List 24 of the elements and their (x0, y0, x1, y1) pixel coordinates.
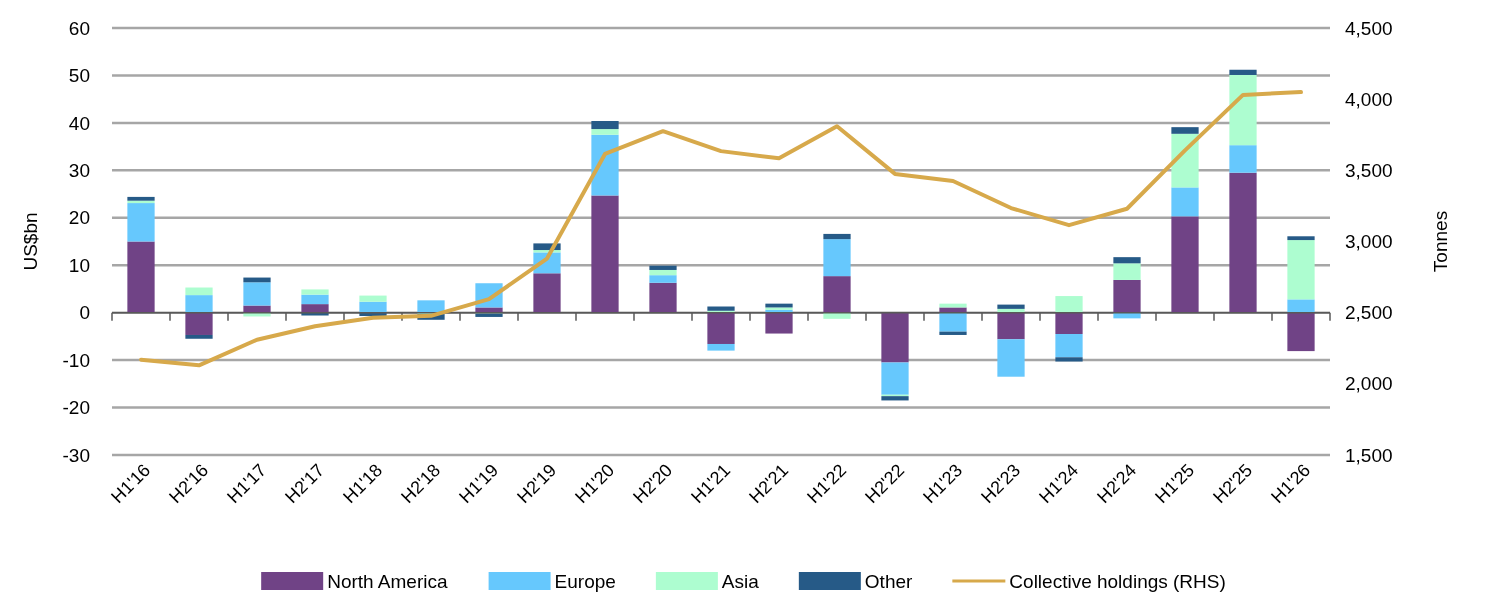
y-tick-label: 0 (79, 302, 90, 324)
y2-tick-label: 4,500 (1345, 17, 1393, 39)
y2-tick-label: 2,000 (1345, 373, 1393, 395)
y-tick-label: -20 (62, 397, 90, 419)
y2-tick-label: 4,000 (1345, 88, 1393, 110)
legend-label: Europe (554, 570, 616, 592)
y-tick-label: 20 (68, 207, 90, 229)
y-tick-label: 50 (68, 65, 90, 87)
y2-tick-label: 3,500 (1345, 159, 1393, 181)
y-axis-title: US$bn (19, 212, 41, 271)
y-tick-label: 30 (68, 159, 90, 181)
y2-tick-label: 2,500 (1345, 302, 1393, 324)
legend-label: Asia (721, 570, 760, 592)
legend-label: North America (327, 570, 448, 592)
legend-label: Other (864, 570, 914, 592)
y2-tick-label: 1,500 (1345, 444, 1393, 466)
legend-label: Collective holdings (RHS) (1009, 570, 1226, 592)
y-tick-label: -10 (62, 349, 90, 371)
y2-tick-label: 3,000 (1345, 231, 1393, 253)
y-tick-label: 10 (68, 254, 90, 276)
y2-axis-title: Tonnes (1429, 210, 1451, 273)
y-tick-label: 40 (68, 112, 90, 134)
y-tick-label: -30 (62, 444, 90, 466)
y-tick-label: 60 (68, 17, 90, 39)
